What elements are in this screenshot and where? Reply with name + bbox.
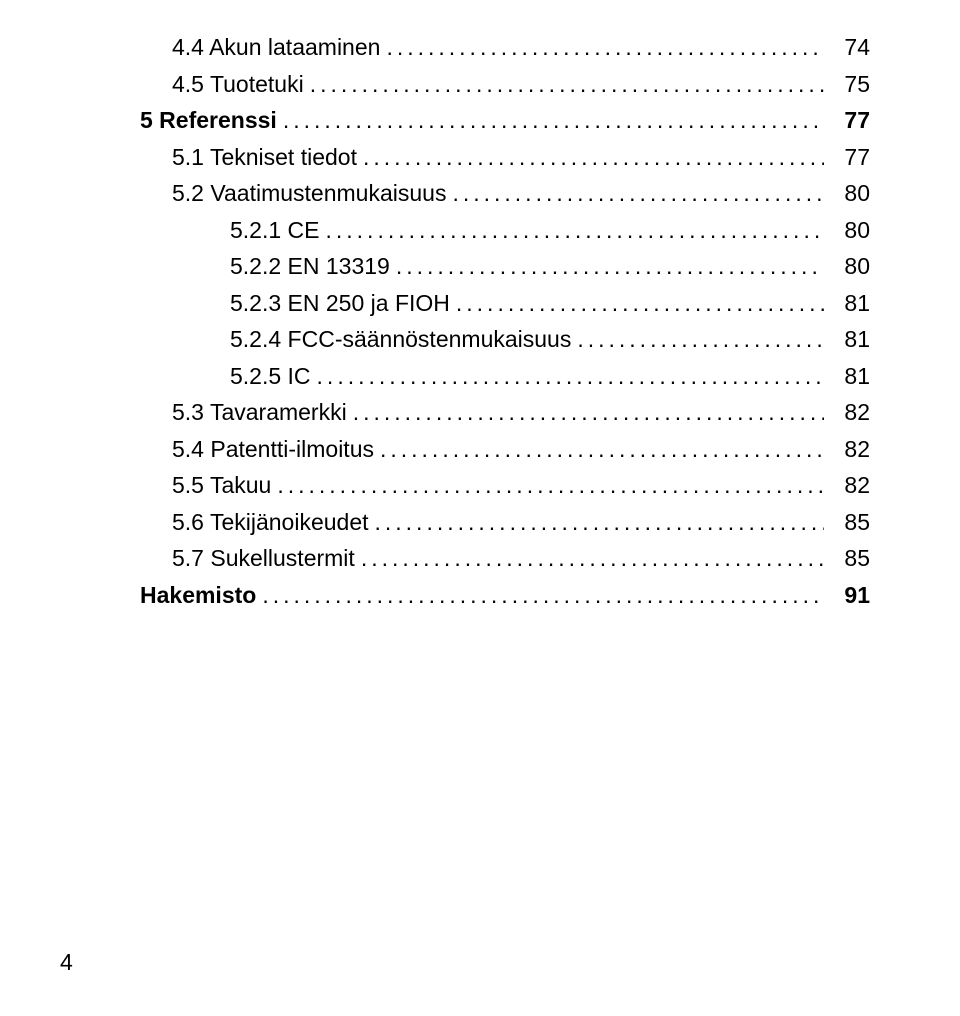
toc-entry-page: 85 bbox=[830, 505, 870, 540]
toc-entry-page: 77 bbox=[830, 140, 870, 175]
toc-entry-label: 4.4 Akun lataaminen bbox=[140, 30, 380, 65]
toc-leader-dots bbox=[452, 176, 824, 211]
toc-entry-page: 81 bbox=[830, 286, 870, 321]
toc-entry-label: 5.2.1 CE bbox=[140, 213, 320, 248]
toc-entry-page: 91 bbox=[830, 578, 870, 613]
toc-entry: 5.6 Tekijänoikeudet 85 bbox=[140, 505, 870, 540]
table-of-contents: 4.4 Akun lataaminen744.5 Tuotetuki755 Re… bbox=[140, 30, 870, 612]
toc-entry-page: 82 bbox=[830, 468, 870, 503]
toc-entry-label: 5.2.3 EN 250 ja FIOH bbox=[140, 286, 450, 321]
toc-entry: 5.5 Takuu 82 bbox=[140, 468, 870, 503]
toc-leader-dots bbox=[310, 67, 824, 102]
toc-entry-label: 5.7 Sukellustermit bbox=[140, 541, 355, 576]
toc-entry-page: 80 bbox=[830, 249, 870, 284]
toc-entry-label: 5.2 Vaatimustenmukaisuus bbox=[140, 176, 446, 211]
toc-leader-dots bbox=[326, 213, 825, 248]
toc-leader-dots bbox=[375, 505, 825, 540]
toc-entry: 5.2.3 EN 250 ja FIOH 81 bbox=[140, 286, 870, 321]
toc-entry-page: 77 bbox=[830, 103, 870, 138]
toc-entry-page: 85 bbox=[830, 541, 870, 576]
toc-entry-label: 5.5 Takuu bbox=[140, 468, 271, 503]
toc-entry: 5.2.2 EN 13319 80 bbox=[140, 249, 870, 284]
toc-entry-page: 80 bbox=[830, 176, 870, 211]
toc-entry-label: 5.6 Tekijänoikeudet bbox=[140, 505, 369, 540]
toc-entry: 5.2.4 FCC-säännöstenmukaisuus 81 bbox=[140, 322, 870, 357]
toc-leader-dots bbox=[317, 359, 824, 394]
toc-entry: 5.3 Tavaramerkki 82 bbox=[140, 395, 870, 430]
toc-entry-page: 82 bbox=[830, 395, 870, 430]
toc-entry-label: Hakemisto bbox=[140, 578, 256, 613]
toc-leader-dots bbox=[577, 322, 824, 357]
toc-entry-label: 5.2.5 IC bbox=[140, 359, 311, 394]
toc-entry-page: 81 bbox=[830, 359, 870, 394]
toc-entry-label: 5.2.2 EN 13319 bbox=[140, 249, 390, 284]
page-number: 4 bbox=[60, 949, 73, 976]
toc-entry: 4.5 Tuotetuki 75 bbox=[140, 67, 870, 102]
toc-leader-dots bbox=[363, 140, 824, 175]
toc-entry: Hakemisto 91 bbox=[140, 578, 870, 613]
toc-leader-dots bbox=[262, 578, 824, 613]
toc-leader-dots bbox=[361, 541, 824, 576]
toc-entry: 5.2.5 IC 81 bbox=[140, 359, 870, 394]
toc-leader-dots bbox=[353, 395, 824, 430]
toc-leader-dots bbox=[380, 432, 824, 467]
toc-entry: 5 Referenssi 77 bbox=[140, 103, 870, 138]
toc-entry-label: 5.4 Patentti-ilmoitus bbox=[140, 432, 374, 467]
toc-entry-page: 74 bbox=[830, 30, 870, 65]
toc-entry: 4.4 Akun lataaminen 74 bbox=[140, 30, 870, 65]
toc-entry-page: 82 bbox=[830, 432, 870, 467]
toc-entry: 5.1 Tekniset tiedot 77 bbox=[140, 140, 870, 175]
toc-leader-dots bbox=[456, 286, 824, 321]
toc-entry-page: 81 bbox=[830, 322, 870, 357]
toc-entry-label: 5.3 Tavaramerkki bbox=[140, 395, 347, 430]
toc-leader-dots bbox=[283, 103, 824, 138]
page-container: 4.4 Akun lataaminen744.5 Tuotetuki755 Re… bbox=[0, 0, 960, 1016]
toc-entry-label: 4.5 Tuotetuki bbox=[140, 67, 304, 102]
toc-entry-page: 80 bbox=[830, 213, 870, 248]
toc-entry: 5.4 Patentti-ilmoitus 82 bbox=[140, 432, 870, 467]
toc-leader-dots bbox=[396, 249, 824, 284]
toc-entry: 5.2 Vaatimustenmukaisuus 80 bbox=[140, 176, 870, 211]
toc-leader-dots bbox=[277, 468, 824, 503]
toc-entry: 5.2.1 CE 80 bbox=[140, 213, 870, 248]
toc-leader-dots bbox=[386, 30, 824, 65]
toc-entry: 5.7 Sukellustermit 85 bbox=[140, 541, 870, 576]
toc-entry-label: 5.2.4 FCC-säännöstenmukaisuus bbox=[140, 322, 571, 357]
toc-entry-page: 75 bbox=[830, 67, 870, 102]
toc-entry-label: 5.1 Tekniset tiedot bbox=[140, 140, 357, 175]
toc-entry-label: 5 Referenssi bbox=[140, 103, 277, 138]
